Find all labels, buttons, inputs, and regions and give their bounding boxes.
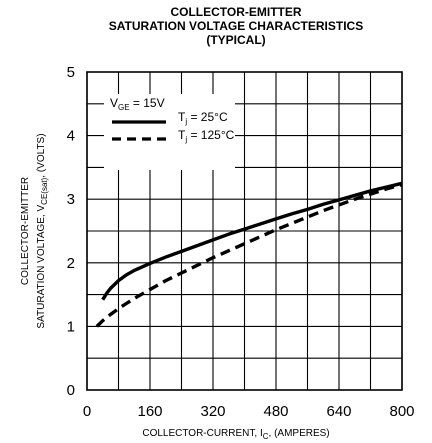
y-tick-label-0: 0 [67,382,75,399]
y-axis-label-line-2-sub: CE(sat) [40,177,49,204]
y-tick-label-3: 3 [67,191,75,208]
y-axis-label-line-2-main: SATURATION VOLTAGE, V [36,205,47,329]
y-tick-label-5: 5 [67,64,75,81]
series-group [97,183,402,326]
legend-title-suffix: = 15V [130,96,165,110]
series-line-125c [97,185,402,327]
x-tick-label-320: 320 [200,403,225,420]
legend-label-125c: Tj = 125°C [178,128,235,144]
y-tick-labels: 0 1 2 3 4 5 [67,64,75,399]
legend-title-main: V [110,96,118,110]
x-axis-label-suffix: , (AMPERES) [269,428,330,439]
legend-label-125c-suffix: = 125°C [187,128,234,142]
chart-title-line-1: COLLECTOR-EMITTER [170,5,301,19]
legend-label-25c-suffix: = 25°C [187,110,228,124]
y-tick-label-4: 4 [67,128,75,145]
x-tick-label-800: 800 [389,403,414,420]
x-axis-label-main: COLLECTOR-CURRENT, I [142,428,262,439]
legend: VGE = 15V Tj = 25°C Tj = 125°C [104,94,235,170]
x-tick-label-160: 160 [137,403,162,420]
y-axis-label-line-1: COLLECTOR-EMITTER [20,177,31,285]
y-axis-label-line-2-suffix: , (VOLTS) [36,133,47,177]
x-tick-label-480: 480 [263,403,288,420]
chart-title-line-2: SATURATION VOLTAGE CHARACTERISTICS [109,19,363,33]
x-tick-label-640: 640 [326,403,351,420]
chart-title-line-3: (TYPICAL) [206,33,265,47]
legend-title-sub: GE [118,103,130,112]
y-axis-label-line-2: SATURATION VOLTAGE, VCE(sat), (VOLTS) [36,133,49,328]
x-axis-label: COLLECTOR-CURRENT, IC, (AMPERES) [142,428,329,441]
x-tick-label-0: 0 [83,403,91,420]
y-tick-label-1: 1 [67,318,75,335]
x-tick-labels: 0 160 320 480 640 800 [83,403,415,420]
y-tick-label-2: 2 [67,255,75,272]
